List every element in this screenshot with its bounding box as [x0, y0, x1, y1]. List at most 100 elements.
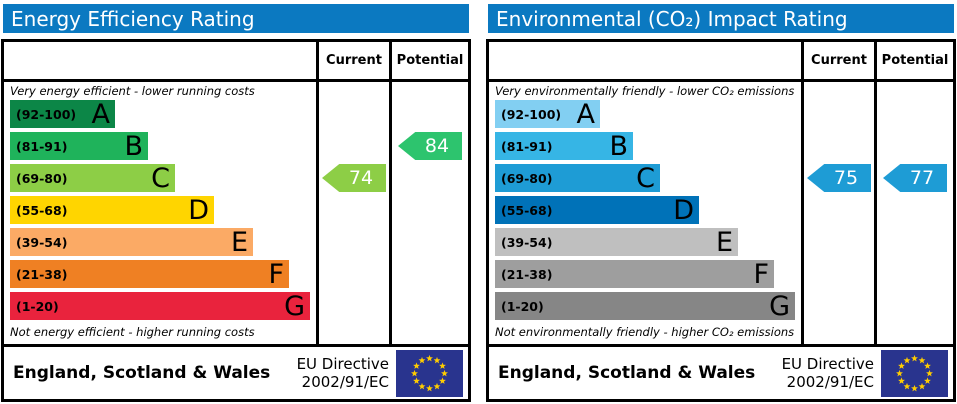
eu-star-icon — [413, 376, 420, 384]
table-header-row: Current Potential — [4, 42, 468, 82]
eu-directive-line2: 2002/91/EC — [301, 373, 389, 391]
eu-star-icon — [433, 356, 441, 363]
band-letter: E — [230, 226, 248, 258]
eu-star-icon — [896, 369, 903, 376]
band-range-label: (92-100) — [501, 106, 562, 122]
eu-star-icon — [426, 384, 433, 391]
band-letter: B — [124, 130, 143, 162]
current-rating-arrow: 74 — [322, 164, 386, 192]
eu-flag — [881, 349, 948, 397]
band-range-label: (1-20) — [16, 298, 59, 314]
band-list: (92-100) A (81-91) B (69-80) C (55-68) D (39-54)… — [495, 100, 795, 324]
band-row-c: (69-80) C — [10, 164, 175, 192]
region-label: England, Scotland & Wales — [498, 363, 756, 383]
band-row-a: (92-100) A — [10, 100, 115, 128]
eu-star-icon — [439, 361, 446, 369]
region-label: England, Scotland & Wales — [13, 363, 271, 383]
band-range-label: (1-20) — [501, 298, 544, 314]
band-range-label: (81-91) — [16, 138, 68, 154]
band-row-d: (55-68) D — [10, 196, 214, 224]
band-row-a: (92-100) A — [495, 100, 600, 128]
eu-directive-line1: EU Directive — [781, 355, 874, 373]
table-header-row: Current Potential — [489, 42, 953, 82]
band-chart-area: Very energy efficient - lower running co… — [4, 82, 319, 344]
band-letter: A — [91, 98, 110, 130]
eu-directive-line1: EU Directive — [296, 355, 389, 373]
potential-column-header: Potential — [396, 53, 464, 68]
band-range-label: (39-54) — [16, 234, 68, 250]
band-range-label: (92-100) — [16, 106, 77, 122]
eu-star-icon — [418, 356, 426, 363]
panel-title-bar: Energy Efficiency Rating — [3, 4, 469, 33]
potential-column: 77 — [877, 82, 953, 344]
eu-star-icon — [898, 361, 905, 369]
band-range-label: (55-68) — [16, 202, 68, 218]
band-row-d: (55-68) D — [495, 196, 699, 224]
band-letter: B — [609, 130, 628, 162]
eu-directive-label: EU Directive 2002/91/EC — [782, 355, 874, 391]
band-letter: C — [151, 162, 170, 194]
table-footer: England, Scotland & Wales EU Directive 2… — [4, 344, 468, 399]
current-column: 75 — [804, 82, 877, 344]
panel-title: Environmental (CO₂) Impact Rating — [496, 7, 848, 31]
eu-directive-line2: 2002/91/EC — [786, 373, 874, 391]
eu-star-icon — [924, 376, 931, 384]
eu-star-icon — [413, 361, 420, 369]
current-column: 74 — [319, 82, 392, 344]
rating-table: Current Potential Very environmentally f… — [486, 39, 956, 402]
eu-star-icon — [924, 361, 931, 369]
energy-efficiency-panel: Energy Efficiency Rating Current Potenti… — [0, 0, 472, 404]
environmental-impact-panel: Environmental (CO₂) Impact Rating Curren… — [485, 0, 957, 404]
bottom-note: Not energy efficient - higher running co… — [10, 325, 255, 339]
current-column-header: Current — [804, 42, 877, 79]
eu-star-icon — [426, 354, 433, 361]
band-range-label: (81-91) — [501, 138, 553, 154]
band-range-label: (21-38) — [16, 266, 68, 282]
table-body: Very energy efficient - lower running co… — [4, 82, 468, 344]
panel-title: Energy Efficiency Rating — [11, 7, 255, 31]
eu-star-icon — [418, 382, 426, 389]
band-row-b: (81-91) B — [10, 132, 148, 160]
band-range-label: (21-38) — [501, 266, 553, 282]
band-letter: G — [284, 290, 305, 322]
potential-rating-arrow: 77 — [883, 164, 947, 192]
current-rating-arrow: 75 — [807, 164, 871, 192]
eu-star-icon — [911, 384, 918, 391]
band-letter: D — [673, 194, 694, 226]
eu-star-icon — [898, 376, 905, 384]
eu-star-icon — [411, 369, 418, 376]
eu-star-icon — [433, 382, 441, 389]
band-chart-area: Very environmentally friendly - lower CO… — [489, 82, 804, 344]
band-letter: F — [268, 258, 284, 290]
band-range-label: (69-80) — [16, 170, 68, 186]
band-letter: G — [769, 290, 790, 322]
band-row-f: (21-38) F — [10, 260, 289, 288]
potential-column-header: Potential — [881, 53, 949, 68]
current-column-header: Current — [319, 42, 392, 79]
eu-directive-label: EU Directive 2002/91/EC — [297, 355, 389, 391]
eu-star-icon — [926, 369, 933, 376]
eu-star-icon — [918, 382, 926, 389]
potential-rating-arrow: 84 — [398, 132, 462, 160]
band-range-label: (39-54) — [501, 234, 553, 250]
eu-star-icon — [903, 382, 911, 389]
band-letter: C — [636, 162, 655, 194]
band-row-e: (39-54) E — [10, 228, 253, 256]
table-body: Very environmentally friendly - lower CO… — [489, 82, 953, 344]
panel-title-bar: Environmental (CO₂) Impact Rating — [488, 4, 954, 33]
band-letter: A — [576, 98, 595, 130]
eu-star-icon — [903, 356, 911, 363]
band-row-b: (81-91) B — [495, 132, 633, 160]
header-spacer-cell — [4, 42, 319, 79]
eu-star-icon — [911, 354, 918, 361]
band-letter: D — [188, 194, 209, 226]
potential-column: 84 — [392, 82, 468, 344]
band-row-c: (69-80) C — [495, 164, 660, 192]
header-spacer-cell — [489, 42, 804, 79]
band-row-g: (1-20) G — [495, 292, 795, 320]
eu-star-icon — [441, 369, 448, 376]
table-footer: England, Scotland & Wales EU Directive 2… — [489, 344, 953, 399]
band-range-label: (69-80) — [501, 170, 553, 186]
rating-table: Current Potential Very energy efficient … — [1, 39, 471, 402]
